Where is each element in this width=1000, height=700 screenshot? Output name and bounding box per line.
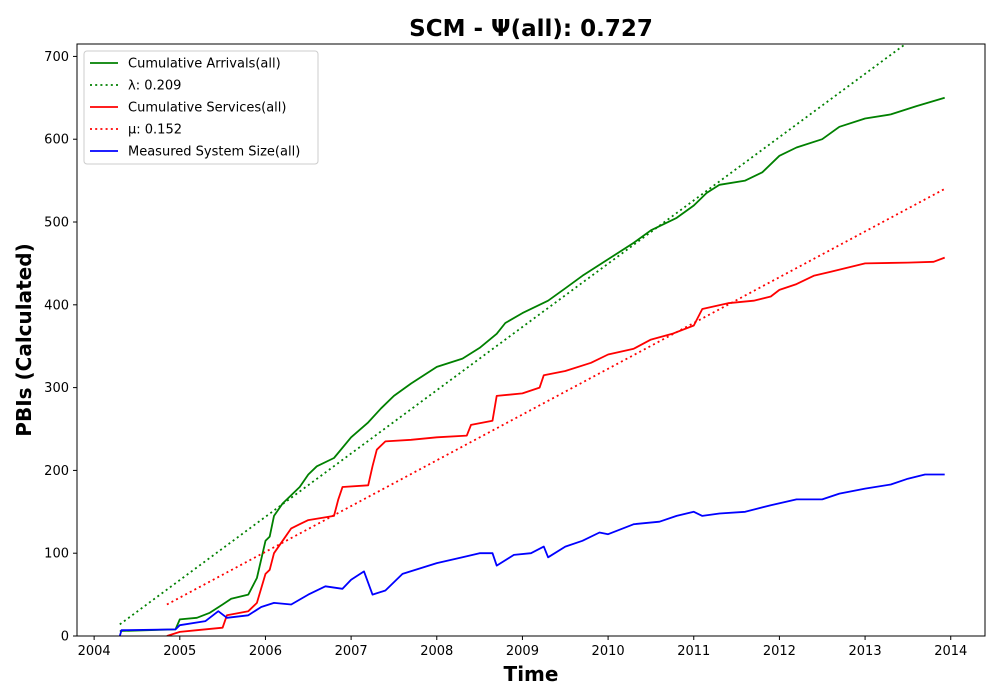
series-line-0 xyxy=(119,96,945,632)
x-tick-label: 2011 xyxy=(677,644,710,659)
x-tick-label: 2010 xyxy=(592,644,625,659)
chart-title: SCM - Ψ(all): 0.727 xyxy=(409,16,653,42)
x-tick-label: 2006 xyxy=(249,644,282,659)
y-axis: 0 100 200 300 400 500 600 700 xyxy=(44,50,77,645)
legend-label-0: Cumulative Arrivals(all) xyxy=(128,57,281,72)
legend-label-3: μ: 0.152 xyxy=(128,123,182,138)
y-tick-label: 300 xyxy=(44,381,69,396)
y-tick-label: 500 xyxy=(44,216,69,231)
y-tick-label: 600 xyxy=(44,133,69,148)
y-tick-label: 200 xyxy=(44,464,69,479)
x-tick-label: 2004 xyxy=(78,644,111,659)
x-tick-label: 2005 xyxy=(163,644,196,659)
x-tick-label: 2007 xyxy=(335,644,368,659)
series-line-3 xyxy=(166,188,946,606)
y-tick-label: 700 xyxy=(44,50,69,65)
y-tick-label: 0 xyxy=(61,630,69,645)
legend-label-2: Cumulative Services(all) xyxy=(128,101,286,116)
y-tick-label: 400 xyxy=(44,298,69,313)
legend-label-1: λ: 0.209 xyxy=(128,79,181,94)
x-tick-label: 2014 xyxy=(934,644,967,659)
series-line-2 xyxy=(166,256,946,636)
legend-box xyxy=(83,50,319,165)
series-layer xyxy=(118,44,946,636)
x-axis: 2004 2005 2006 2007 2008 2009 2010 2011 2012 2013… xyxy=(78,636,967,659)
plot-frame xyxy=(76,43,986,637)
x-axis-title: Time xyxy=(504,662,559,686)
x-tick-label: 2012 xyxy=(763,644,796,659)
y-tick-label: 100 xyxy=(44,547,69,562)
y-axis-title: PBIs (Calculated) xyxy=(12,243,36,436)
x-tick-label: 2008 xyxy=(420,644,453,659)
series-line-1 xyxy=(119,44,907,626)
x-tick-label: 2009 xyxy=(506,644,539,659)
x-tick-label: 2013 xyxy=(849,644,882,659)
legend: Cumulative Arrivals(all) λ: 0.209 Cumulati… xyxy=(83,50,319,165)
series-line-4 xyxy=(118,473,945,636)
legend-label-4: Measured System Size(all) xyxy=(128,145,300,160)
